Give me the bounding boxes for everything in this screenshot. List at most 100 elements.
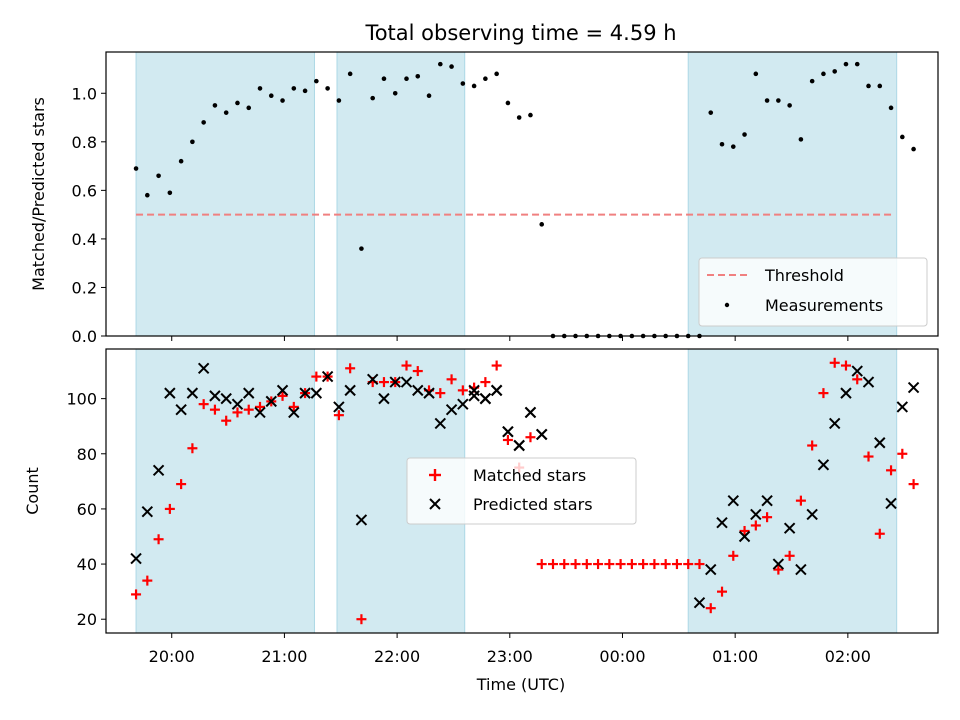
matched-star-point (773, 564, 784, 575)
x-tick-label: 20:00 (149, 647, 195, 666)
legend-matched-label: Matched stars (473, 466, 586, 485)
predicted-star-point (885, 497, 897, 510)
measurement-point (809, 78, 815, 84)
top-legend-box (698, 257, 928, 327)
predicted-star-point (389, 376, 401, 388)
measurement-point (911, 146, 916, 152)
predicted-star-point (366, 373, 379, 386)
predicted-star-point (288, 406, 300, 419)
measurement-point (866, 83, 871, 89)
y-tick-label: 0.2 (72, 278, 97, 297)
predicted-star-point (907, 381, 920, 394)
matched-star-point (153, 534, 164, 545)
matched-star-point (581, 559, 592, 570)
predicted-star-point (840, 387, 852, 399)
matched-star-point (683, 559, 694, 570)
bottom-legend: Matched stars Predicted stars (406, 457, 637, 525)
matched-star-point (536, 559, 547, 570)
bottom-legend-box (406, 457, 637, 525)
predicted-star-point (164, 387, 176, 399)
matched-star-point (164, 503, 175, 514)
legend-measurements-swatch (724, 302, 730, 308)
y-tick-label: 80 (77, 445, 97, 464)
predicted-star-point (479, 392, 492, 405)
predicted-star-point (276, 384, 289, 397)
measurement-point (314, 78, 319, 84)
matched-star-point (829, 357, 840, 368)
top-legend: Threshold Measurements (698, 257, 928, 327)
matched-star-point (525, 432, 536, 443)
measurement-point (449, 64, 454, 69)
predicted-star-point (265, 395, 277, 408)
y-tick-label: 1.0 (72, 84, 97, 103)
matched-star-point (570, 559, 581, 570)
measurement-point (877, 83, 883, 89)
predicted-star-point (321, 370, 334, 383)
matched-star-point (277, 390, 288, 401)
measurement-point (483, 76, 488, 82)
measurements-points (133, 61, 916, 339)
matched-star-point (593, 559, 604, 570)
measurement-point (539, 222, 545, 227)
predicted-star-point (412, 384, 424, 397)
predicted-star-point (378, 392, 390, 405)
y-tick-label: 100 (66, 390, 97, 409)
y-tick-label: 0.0 (72, 327, 97, 346)
predicted-star-point (536, 428, 548, 441)
legend-threshold-label: Threshold (764, 266, 844, 285)
measurement-point (257, 86, 263, 91)
measurement-point (528, 112, 533, 118)
matched-star-point (457, 385, 468, 396)
x-tick-label: 22:00 (374, 647, 420, 666)
predicted-star-point (783, 522, 796, 534)
bottom-y-axis-label: Count (23, 467, 42, 515)
measurement-point (764, 98, 770, 103)
matched-star-point (807, 440, 818, 451)
measurement-point (798, 137, 804, 142)
measurement-point (708, 110, 714, 115)
matched-star-point (660, 559, 671, 570)
measurement-point (235, 100, 240, 106)
measurement-point (460, 81, 466, 86)
matched-star-point (863, 451, 874, 462)
predicted-star-point (175, 403, 187, 416)
matched-star-point (446, 374, 457, 385)
measurement-point (787, 103, 792, 108)
top-axes-frame (105, 51, 939, 337)
measurement-point (145, 192, 150, 198)
predicted-star-point (513, 439, 525, 452)
matched-star-point (221, 415, 232, 426)
matched-star-point (378, 377, 389, 388)
predicted-star-point (750, 508, 762, 521)
matched-star-point (480, 377, 491, 388)
matched-star-point (638, 559, 649, 570)
predicted-star-point (209, 390, 221, 402)
shaded-window (135, 348, 315, 634)
matched-star-point (187, 443, 198, 454)
predicted-star-point (344, 384, 356, 397)
matched-star-point (131, 589, 142, 600)
shaded-window (687, 348, 898, 634)
predicted-star-point (828, 417, 841, 430)
predicted-star-point (186, 387, 199, 399)
matched-star-point (739, 525, 750, 536)
predicted-star-point (231, 398, 244, 410)
predicted-star-point (220, 392, 232, 405)
predicted-star-point (705, 563, 717, 576)
matched-star-point (818, 388, 829, 399)
matched-star-point (795, 495, 806, 506)
predicted-star-point (468, 390, 480, 402)
predicted-star-point (299, 387, 311, 399)
predicted-star-point (423, 387, 435, 399)
predicted-star-point (310, 387, 323, 399)
measurement-point (347, 71, 353, 77)
matched-star-point (401, 360, 412, 371)
legend-measurements-label: Measurements (765, 296, 883, 315)
predicted-star-point (457, 398, 469, 410)
matched-star-point (840, 360, 851, 371)
measurement-point (302, 88, 308, 94)
matched-star-point (897, 448, 908, 459)
matched-star-point (717, 586, 728, 597)
x-tick-label: 21:00 (261, 647, 307, 666)
matched-star-point (705, 603, 716, 614)
